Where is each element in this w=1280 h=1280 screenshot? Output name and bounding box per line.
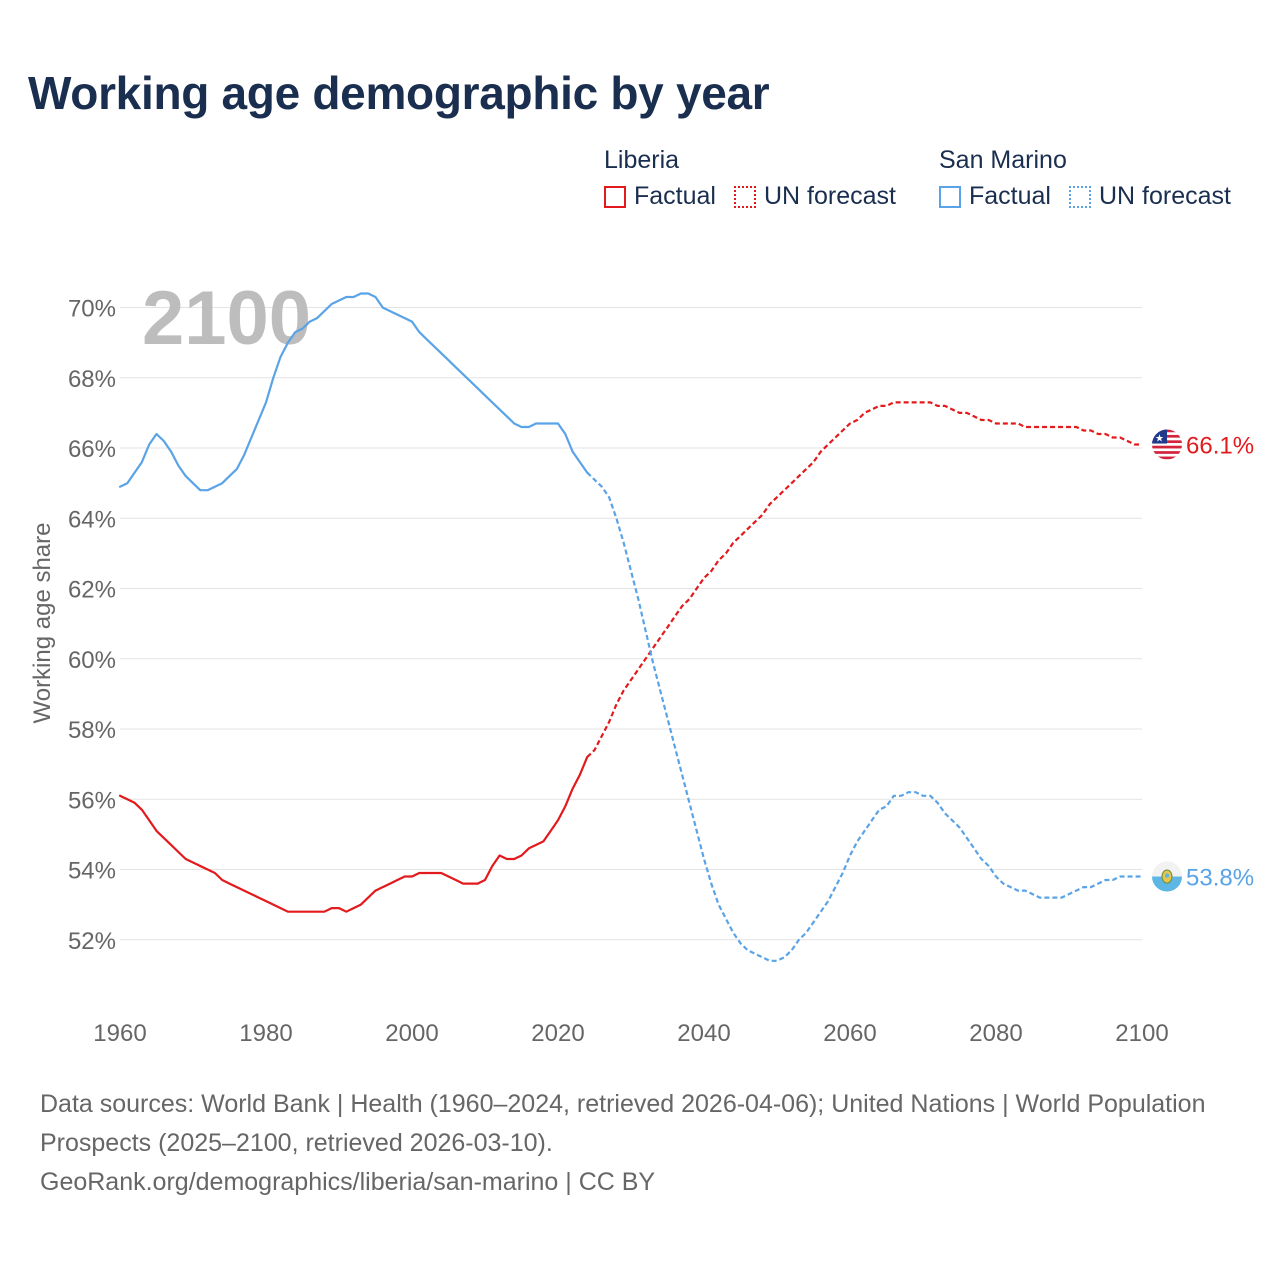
y-tick-label: 66% — [68, 436, 116, 463]
svg-text:★: ★ — [1155, 434, 1164, 445]
liberia-flag-icon: ★ — [1152, 430, 1182, 460]
end-value-label-liberia: 66.1% — [1186, 433, 1254, 460]
end-value-label-san-marino: 53.8% — [1186, 865, 1254, 892]
y-tick-label: 62% — [68, 577, 116, 604]
y-tick-label: 64% — [68, 506, 116, 533]
x-tick-label: 1980 — [239, 1020, 292, 1047]
y-tick-label: 54% — [68, 858, 116, 885]
y-tick-label: 70% — [68, 296, 116, 323]
y-axis-label: Working age share — [29, 523, 56, 724]
x-tick-label: 2080 — [969, 1020, 1022, 1047]
x-tick-label: 2060 — [823, 1020, 876, 1047]
san-marino-flag-icon — [1152, 862, 1182, 892]
footer: Data sources: World Bank | Health (1960–… — [40, 1085, 1220, 1202]
series-line-liberia-forecast[interactable] — [587, 402, 1142, 757]
y-tick-label: 56% — [68, 787, 116, 814]
x-tick-label: 2020 — [531, 1020, 584, 1047]
data-sources: Data sources: World Bank | Health (1960–… — [40, 1085, 1220, 1163]
series-line-san-marino-forecast[interactable] — [587, 473, 1142, 961]
x-tick-label: 2040 — [677, 1020, 730, 1047]
y-tick-label: 60% — [68, 647, 116, 674]
x-tick-label: 1960 — [93, 1020, 146, 1047]
attribution-link[interactable]: GeoRank.org/demographics/liberia/san-mar… — [40, 1163, 1220, 1202]
x-tick-label: 2000 — [385, 1020, 438, 1047]
x-tick-label: 2100 — [1115, 1020, 1168, 1047]
series-line-liberia-factual[interactable] — [120, 757, 587, 912]
y-tick-label: 68% — [68, 366, 116, 393]
y-tick-label: 52% — [68, 928, 116, 955]
line-chart: 2100 52% 54% 56% 58% 60% 62% 64% 66% 68% 70% 1960… — [0, 0, 1280, 1080]
y-tick-label: 58% — [68, 717, 116, 744]
